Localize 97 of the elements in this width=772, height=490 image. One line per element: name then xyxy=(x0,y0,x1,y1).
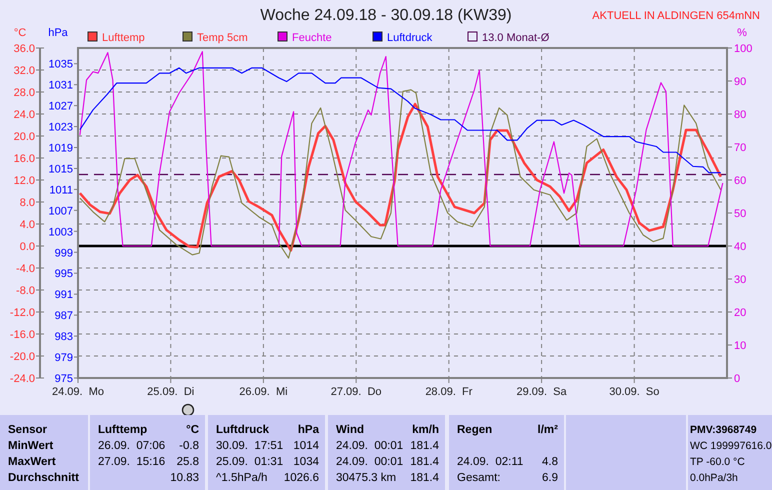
y2-axis-title: % xyxy=(737,27,748,39)
y-tick-label: 16.0 xyxy=(14,153,35,165)
y-tick-label: 28.0 xyxy=(14,87,35,99)
x-tick-label: 27.09. Do xyxy=(330,386,382,398)
y-tick-label: -24.0 xyxy=(10,373,35,385)
y3-tick-label: 999 xyxy=(54,247,73,260)
y3-tick-label: 1027 xyxy=(48,100,73,113)
y3-tick-label: 1019 xyxy=(48,142,73,155)
y3-tick-label: 1023 xyxy=(48,122,73,134)
text: 24.09. 00:01 xyxy=(336,456,404,468)
y-tick-label: 32.0 xyxy=(14,65,35,77)
y2-tick-label: 50 xyxy=(734,208,746,220)
y2-tick-label: 100 xyxy=(734,43,752,55)
text: 1014 xyxy=(293,440,320,452)
y-tick-label: 24.0 xyxy=(14,109,35,121)
y2-tick-label: 80 xyxy=(734,109,746,121)
text: -0.8 xyxy=(179,440,199,452)
y2-tick-label: 0 xyxy=(734,373,740,385)
y-tick-label: -4.0 xyxy=(16,263,35,275)
text: PMV:3968749 xyxy=(690,424,757,436)
text: 24.09. 02:11 xyxy=(457,456,524,468)
y3-tick-label: 983 xyxy=(54,331,73,344)
legend-label: Temp 5cm xyxy=(197,32,248,44)
text: Luftdruck xyxy=(216,424,270,436)
text: 26.09. 07:06 xyxy=(98,440,166,452)
text: MinWert xyxy=(8,440,54,452)
text: WC 199997616.0 xyxy=(690,440,772,452)
text: 10.83 xyxy=(170,472,199,484)
y-tick-label: -16.0 xyxy=(10,329,35,341)
y3-tick-label: 987 xyxy=(54,310,73,322)
y3-tick-label: 1003 xyxy=(48,226,73,238)
text: 181.4 xyxy=(410,472,440,484)
text: ^1.5hPa/h xyxy=(216,472,268,484)
y3-tick-label: 975 xyxy=(54,373,73,385)
text: 4.8 xyxy=(542,456,558,468)
y3-tick-label: 995 xyxy=(54,268,73,280)
text: Wind xyxy=(336,424,364,436)
x-tick-label: 29.09. Sa xyxy=(516,386,568,398)
y3-tick-label: 979 xyxy=(54,352,73,364)
text: °C xyxy=(186,424,199,436)
y2-tick-label: 90 xyxy=(734,76,746,88)
text: l/m² xyxy=(538,424,558,436)
text: 181.4 xyxy=(410,440,440,452)
y3-tick-label: 1035 xyxy=(48,58,73,71)
y2-tick-label: 60 xyxy=(734,175,746,187)
text: 6.9 xyxy=(542,472,558,484)
x-tick-label: 25.09. Di xyxy=(147,386,194,398)
y-tick-label: -12.0 xyxy=(10,307,35,319)
text: 27.09. 15:16 xyxy=(98,456,166,468)
y-tick-label: 36.0 xyxy=(14,43,35,55)
text: 181.4 xyxy=(410,456,440,468)
text: Durchschnitt xyxy=(8,472,80,484)
text: hPa xyxy=(298,424,320,436)
text: 25.09. 01:31 xyxy=(216,456,284,468)
y-tick-label: -20.0 xyxy=(10,351,35,363)
chart-title: Woche 24.09.18 - 30.09.18 (KW39) xyxy=(260,7,512,24)
y-axis-title: °C xyxy=(14,27,26,39)
y-tick-label: 8.0 xyxy=(20,197,35,209)
text: 0.0hPa/3h xyxy=(690,472,738,484)
y3-tick-label: 991 xyxy=(54,289,73,302)
text: Lufttemp xyxy=(98,424,148,436)
text: 24.09. 00:01 xyxy=(336,440,404,452)
y-tick-label: -8.0 xyxy=(16,285,35,297)
x-tick-label: 24.09. Mo xyxy=(52,386,104,398)
y-tick-label: 0.0 xyxy=(20,241,35,253)
text: 1026.6 xyxy=(284,472,319,484)
text: TP -60.0 °C xyxy=(690,456,746,468)
text: AKTUELL IN ALDINGEN 654mNN xyxy=(592,10,760,22)
text: 1034 xyxy=(293,456,320,468)
text: km/h xyxy=(412,424,439,436)
y3-tick-label: 1011 xyxy=(49,184,73,196)
legend-label: Lufttemp xyxy=(102,32,145,44)
text: 30.09. 17:51 xyxy=(216,440,284,452)
text: 30475.3 km xyxy=(336,472,396,484)
x-tick-label: 28.09. Fr xyxy=(425,386,473,398)
y2-tick-label: 30 xyxy=(734,274,746,286)
legend-label: 13.0 Monat-Ø xyxy=(482,32,550,44)
text: Regen xyxy=(457,424,492,436)
x-tick-label: 30.09. So xyxy=(609,386,660,398)
legend-label: Feuchte xyxy=(292,32,332,44)
text: 25.8 xyxy=(176,456,199,468)
y-tick-label: 4.0 xyxy=(20,219,35,231)
y3-axis-title: hPa xyxy=(48,27,69,39)
legend-label: Luftdruck xyxy=(387,32,433,44)
y3-tick-label: 1031 xyxy=(48,80,73,92)
y3-tick-label: 1015 xyxy=(48,163,73,176)
y2-tick-label: 10 xyxy=(734,340,746,352)
y2-tick-label: 20 xyxy=(734,307,746,319)
text: MaxWert xyxy=(8,456,56,468)
x-tick-label: 26.09. Mi xyxy=(239,386,288,398)
text: Gesamt: xyxy=(457,472,500,484)
text: Sensor xyxy=(8,424,48,436)
y-tick-label: 12.0 xyxy=(14,175,35,187)
y3-tick-label: 1007 xyxy=(48,205,73,218)
y2-tick-label: 40 xyxy=(734,241,746,253)
y-tick-label: 20.0 xyxy=(14,131,35,143)
y2-tick-label: 70 xyxy=(734,142,746,154)
